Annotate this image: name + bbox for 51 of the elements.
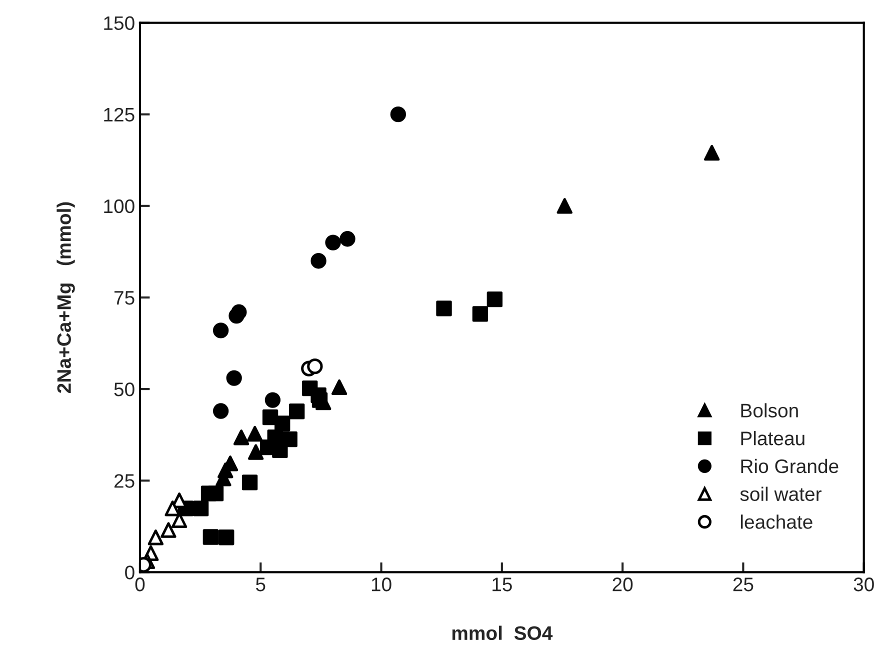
point	[556, 198, 572, 214]
point	[160, 522, 176, 538]
y-tick-label: 25	[114, 474, 134, 488]
y-tick-label: 75	[114, 291, 134, 305]
legend-label: Plateau	[741, 431, 804, 446]
y-axis-title: 2Na+Ca+Mg (mmol)	[56, 202, 75, 393]
point	[310, 253, 326, 269]
point	[226, 370, 242, 386]
legend-label: Rio Grande	[741, 458, 838, 474]
point	[472, 306, 488, 322]
point	[390, 106, 406, 122]
point	[212, 403, 229, 419]
point	[486, 291, 503, 308]
point	[274, 416, 290, 432]
point	[264, 392, 281, 408]
x-tick-label: 30	[854, 578, 874, 592]
x-axis-title: mmol SO4	[452, 626, 553, 640]
point	[436, 300, 452, 316]
point	[312, 392, 328, 408]
point	[282, 431, 298, 448]
point	[340, 231, 356, 247]
point	[247, 426, 263, 442]
point	[192, 500, 209, 516]
point	[231, 304, 247, 320]
x-tick-label: 10	[372, 578, 392, 592]
x-tick-label: 15	[492, 578, 512, 592]
legend-label: Bolson	[741, 403, 798, 418]
point	[233, 430, 250, 446]
y-tick-label: 50	[114, 382, 134, 396]
y-tick-label: 150	[104, 16, 134, 30]
point	[307, 358, 323, 374]
x-tick-label: 20	[612, 578, 633, 592]
point	[248, 444, 264, 460]
x-tick-label: 0	[135, 578, 145, 592]
legend-label: soil water	[740, 486, 822, 502]
point	[202, 529, 219, 545]
legend-label: leachate	[740, 514, 812, 529]
x-tick-label: 25	[733, 578, 754, 592]
point	[331, 379, 348, 396]
point	[218, 530, 234, 546]
point	[288, 404, 305, 420]
y-tick-label: 0	[125, 566, 134, 580]
point	[200, 486, 217, 502]
point	[242, 474, 258, 490]
y-tick-label: 100	[104, 199, 134, 214]
point	[212, 322, 229, 338]
x-tick-label: 5	[256, 578, 266, 592]
point	[704, 144, 720, 161]
y-tick-label: 125	[104, 108, 134, 122]
point	[148, 530, 164, 546]
point	[325, 234, 341, 250]
